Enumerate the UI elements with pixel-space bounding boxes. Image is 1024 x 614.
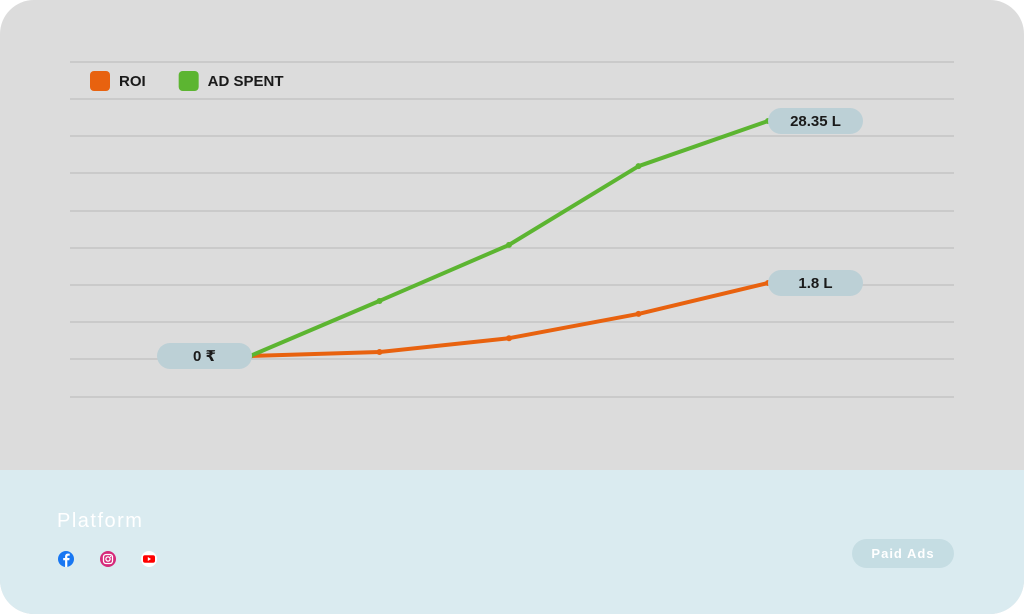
youtube-icon <box>141 551 157 567</box>
data-point <box>376 348 383 355</box>
value-label-text: 1.8 L <box>798 275 832 292</box>
legend-swatch <box>178 71 199 91</box>
footer-title: Platform <box>57 510 144 532</box>
paid-ads-button[interactable]: Paid Ads <box>852 539 954 568</box>
platform-icons <box>58 551 157 567</box>
legend-label: AD SPENT <box>208 73 284 90</box>
legend-swatch <box>90 71 110 91</box>
legend-label: ROI <box>119 73 146 90</box>
line-series <box>249 119 769 358</box>
data-point <box>376 297 383 304</box>
instagram-icon <box>100 551 116 567</box>
value-label-pill <box>768 270 863 297</box>
legend: ROI AD SPENT <box>90 71 284 91</box>
facebook-icon <box>58 551 74 567</box>
data-point <box>506 335 512 342</box>
line-series <box>249 281 769 358</box>
data-point <box>506 241 512 248</box>
data-point <box>635 163 642 170</box>
chart: 1.8 L 0 ₹ 28.35 L ROI AD SPENT <box>70 61 954 398</box>
value-label-text: 28.35 L <box>790 113 841 130</box>
value-label: 1.8 L <box>768 270 863 297</box>
data-point <box>635 310 642 317</box>
footer: Platform Paid Ads <box>0 470 1024 614</box>
grid <box>70 61 954 398</box>
value-label-pill <box>157 342 252 369</box>
value-label-text: 0 ₹ <box>193 348 216 365</box>
value-label: 0 ₹ <box>157 342 252 369</box>
value-label: 28.35 L <box>768 108 863 135</box>
value-label-pill <box>768 108 863 135</box>
